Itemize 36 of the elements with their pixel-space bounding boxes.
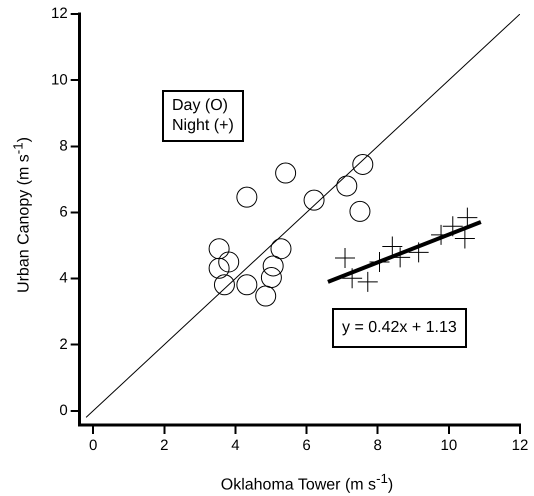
point	[349, 200, 370, 222]
point	[236, 274, 258, 296]
x-tick-label: 10	[440, 437, 458, 454]
point	[442, 216, 464, 237]
point	[208, 258, 230, 279]
y-tick-label: 4	[59, 270, 68, 287]
x-tick-label: 2	[160, 437, 169, 454]
x-tick-label: 8	[374, 437, 382, 454]
x-tick-label: 0	[89, 437, 98, 454]
x-tick-label: 12	[512, 437, 528, 454]
point	[214, 274, 235, 296]
y-tick-label: 2	[59, 336, 68, 353]
x-tick-label: 6	[302, 437, 311, 454]
x-tick-label: 4	[231, 437, 240, 454]
point	[236, 186, 258, 208]
y-tick-label: 12	[50, 5, 68, 22]
point	[262, 255, 284, 276]
point	[208, 238, 230, 260]
y-tick-label: 10	[50, 71, 68, 88]
point	[352, 154, 374, 175]
y-tick-label: 8	[59, 137, 68, 154]
point	[304, 190, 325, 211]
point	[408, 242, 430, 263]
annotation: y = 0.42x + 1.13	[342, 318, 457, 338]
x-axis-title: Oklahoma Tower (m s$^{-1}$)	[220, 470, 394, 494]
point	[218, 251, 240, 272]
point	[275, 162, 296, 184]
y-tick-label: 0	[59, 402, 68, 419]
point	[336, 175, 358, 196]
annotation: Night (+)	[172, 116, 234, 136]
point	[270, 238, 292, 260]
annotation: Day (O)	[172, 96, 229, 116]
point	[357, 271, 378, 292]
point	[260, 267, 282, 288]
y-tick-label: 6	[59, 204, 68, 221]
point	[255, 286, 276, 307]
